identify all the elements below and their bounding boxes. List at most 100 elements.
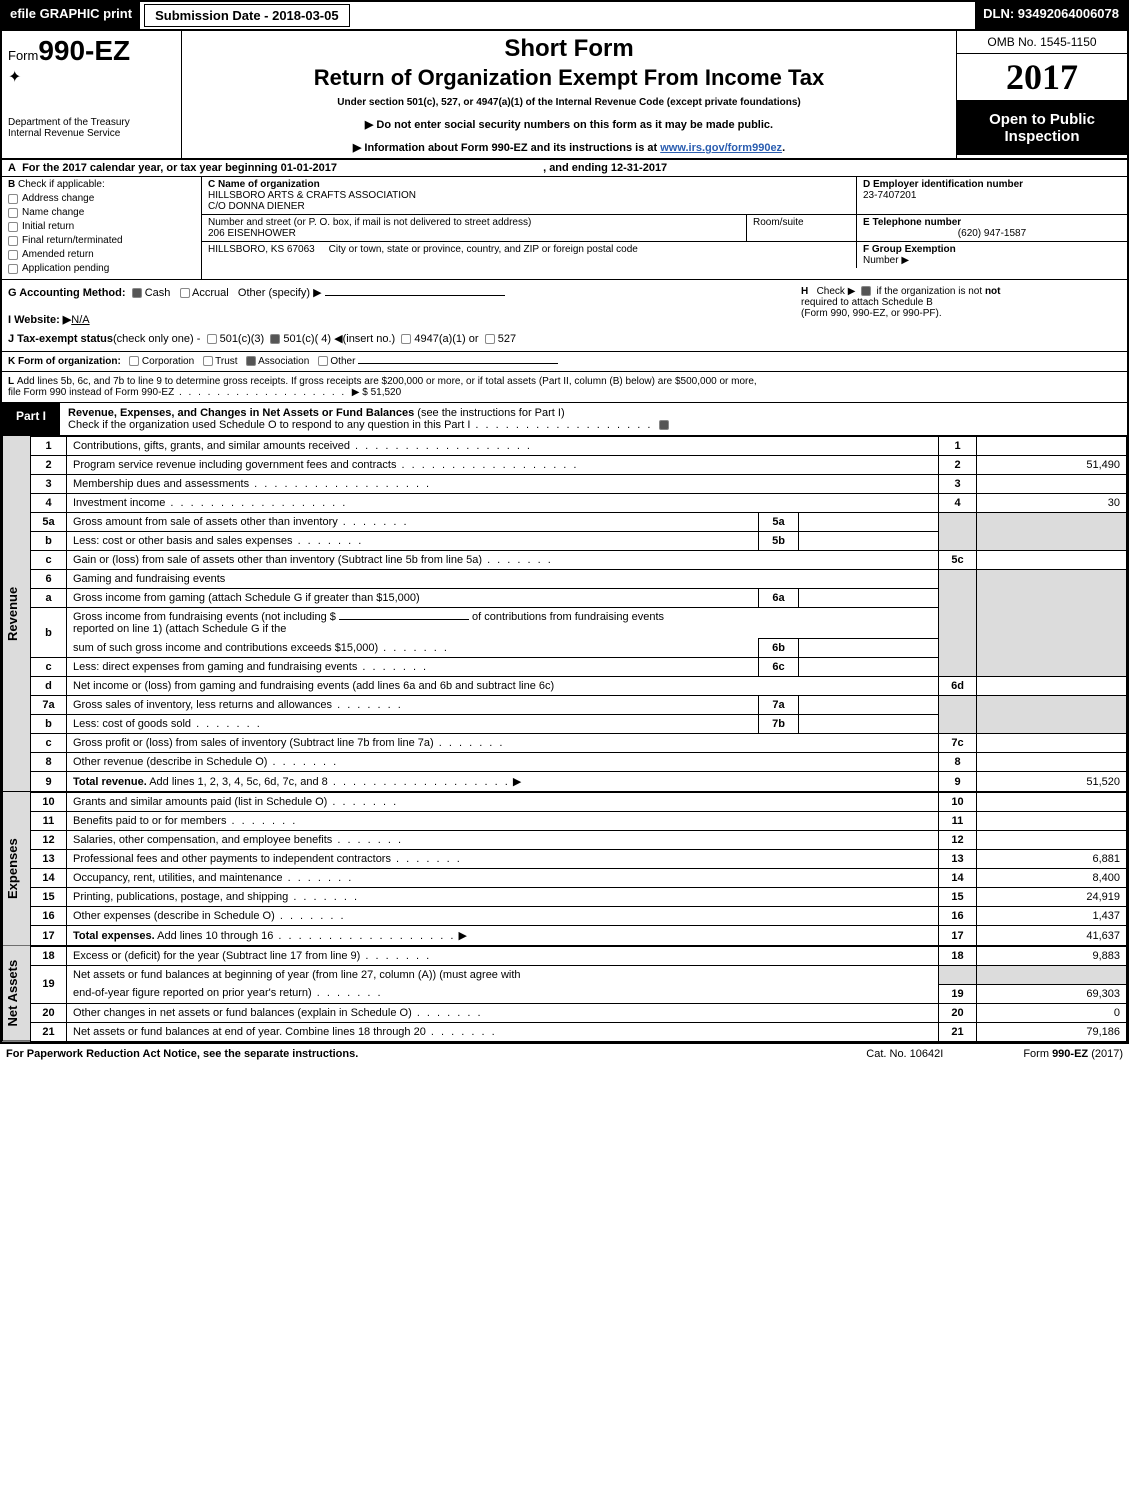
form-title-block: Short Form Return of Organization Exempt… bbox=[182, 31, 957, 158]
top-bar: efile GRAPHIC print Submission Date - 20… bbox=[2, 2, 1127, 31]
section-e: E Telephone number (620) 947-1587 bbox=[857, 215, 1127, 241]
radio-cash-icon[interactable] bbox=[132, 288, 142, 298]
table-row: 3Membership dues and assessments3 bbox=[31, 475, 1127, 494]
table-row: dNet income or (loss) from gaming and fu… bbox=[31, 677, 1127, 696]
chk-schedule-o-icon[interactable] bbox=[659, 420, 669, 430]
irs-link[interactable]: www.irs.gov/form990ez bbox=[660, 142, 782, 154]
part-1-tag: Part I bbox=[2, 403, 60, 435]
form-container: efile GRAPHIC print Submission Date - 20… bbox=[0, 0, 1129, 1044]
part-1-header: Part I Revenue, Expenses, and Changes in… bbox=[2, 403, 1127, 436]
chk-527-icon[interactable] bbox=[485, 334, 495, 344]
line-k: K Form of organization: Corporation Trus… bbox=[2, 352, 1127, 372]
table-row: 5aGross amount from sale of assets other… bbox=[31, 513, 1127, 532]
checkbox-icon bbox=[8, 222, 18, 232]
part-1-title: Revenue, Expenses, and Changes in Net As… bbox=[60, 403, 1127, 435]
expenses-label: Expenses bbox=[2, 792, 30, 946]
tax-year: 2017 bbox=[957, 54, 1127, 101]
line-g: G Accounting Method: Cash Accrual Other … bbox=[8, 286, 801, 299]
checkbox-icon bbox=[8, 236, 18, 246]
table-row: 10Grants and similar amounts paid (list … bbox=[31, 793, 1127, 812]
chk-assoc-icon[interactable] bbox=[246, 356, 256, 366]
org-co: C/O DONNA DIENER bbox=[208, 201, 305, 212]
table-row: 19Net assets or fund balances at beginni… bbox=[31, 966, 1127, 985]
table-row: 17Total expenses. Add lines 10 through 1… bbox=[31, 926, 1127, 946]
org-street: 206 EISENHOWER bbox=[208, 228, 296, 239]
chk-address-change[interactable]: Address change bbox=[8, 193, 195, 204]
chk-501c-icon[interactable] bbox=[270, 334, 280, 344]
org-city: HILLSBORO, KS 67063 bbox=[208, 244, 315, 255]
table-row: 12Salaries, other compensation, and empl… bbox=[31, 831, 1127, 850]
table-row: 4Investment income430 bbox=[31, 494, 1127, 513]
submission-date: Submission Date - 2018-03-05 bbox=[144, 4, 350, 27]
phone: (620) 947-1587 bbox=[863, 228, 1121, 239]
table-row: 6Gaming and fundraising events bbox=[31, 570, 1127, 589]
header-info-block: B Check if applicable: Address change Na… bbox=[2, 177, 1127, 280]
radio-accrual-icon[interactable] bbox=[180, 288, 190, 298]
net-assets-table: 18Excess or (deficit) for the year (Subt… bbox=[30, 946, 1127, 1042]
form-prefix: Form bbox=[8, 48, 38, 63]
line-h: H Check ▶ if the organization is not not… bbox=[801, 286, 1121, 345]
chk-501c3-icon[interactable] bbox=[207, 334, 217, 344]
omb-number: OMB No. 1545-1150 bbox=[957, 31, 1127, 54]
table-row: 14Occupancy, rent, utilities, and mainte… bbox=[31, 869, 1127, 888]
line-l: L Add lines 5b, 6c, and 7b to line 9 to … bbox=[2, 372, 1127, 403]
form-subtitle: Under section 501(c), 527, or 4947(a)(1)… bbox=[188, 97, 950, 108]
net-assets-label: Net Assets bbox=[2, 946, 30, 1042]
dln-label: DLN: 93492064006078 bbox=[975, 2, 1127, 29]
org-name: HILLSBORO ARTS & CRAFTS ASSOCIATION bbox=[208, 190, 416, 201]
table-row: 20Other changes in net assets or fund ba… bbox=[31, 1003, 1127, 1022]
seal-icon: ✦ bbox=[8, 67, 175, 87]
checkbox-icon bbox=[8, 264, 18, 274]
open-to-public: Open to Public Inspection bbox=[957, 101, 1127, 155]
table-row: cGain or (loss) from sale of assets othe… bbox=[31, 551, 1127, 570]
revenue-label: Revenue bbox=[2, 436, 30, 792]
header-right: OMB No. 1545-1150 2017 Open to Public In… bbox=[957, 31, 1127, 158]
efile-print-button[interactable]: efile GRAPHIC print bbox=[2, 2, 140, 29]
chk-amended-return[interactable]: Amended return bbox=[8, 249, 195, 260]
table-row: 1Contributions, gifts, grants, and simil… bbox=[31, 437, 1127, 456]
chk-4947-icon[interactable] bbox=[401, 334, 411, 344]
section-c: C Name of organization HILLSBORO ARTS & … bbox=[202, 177, 1127, 279]
form-id-block: Form990-EZ ✦ Department of the Treasury … bbox=[2, 31, 182, 158]
table-row: 7aGross sales of inventory, less returns… bbox=[31, 696, 1127, 715]
checkbox-icon bbox=[8, 250, 18, 260]
form-title: Return of Organization Exempt From Incom… bbox=[188, 65, 950, 91]
line-a: A For the 2017 calendar year, or tax yea… bbox=[2, 160, 1127, 177]
line-j: J Tax-exempt status(check only one) - 50… bbox=[8, 332, 801, 345]
form-ref: Form 990-EZ (2017) bbox=[1023, 1048, 1123, 1060]
table-row: end-of-year figure reported on prior yea… bbox=[31, 984, 1127, 1003]
catalog-number: Cat. No. 10642I bbox=[866, 1048, 943, 1060]
chk-schedule-b-icon[interactable] bbox=[861, 286, 871, 296]
expenses-table: 10Grants and similar amounts paid (list … bbox=[30, 792, 1127, 946]
net-assets-section: Net Assets 18Excess or (deficit) for the… bbox=[2, 946, 1127, 1042]
ein: 23-7407201 bbox=[863, 190, 916, 201]
table-row: 13Professional fees and other payments t… bbox=[31, 850, 1127, 869]
chk-name-change[interactable]: Name change bbox=[8, 207, 195, 218]
table-row: 8Other revenue (describe in Schedule O)8 bbox=[31, 753, 1127, 772]
paperwork-notice: For Paperwork Reduction Act Notice, see … bbox=[6, 1048, 358, 1060]
dept-treasury: Department of the Treasury bbox=[8, 117, 175, 128]
chk-corp-icon[interactable] bbox=[129, 356, 139, 366]
checkbox-icon bbox=[8, 208, 18, 218]
chk-application-pending[interactable]: Application pending bbox=[8, 263, 195, 274]
table-row: 2Program service revenue including gover… bbox=[31, 456, 1127, 475]
table-row: 21Net assets or fund balances at end of … bbox=[31, 1022, 1127, 1041]
section-f: F Group Exemption Number ▶ bbox=[857, 242, 1127, 268]
table-row: 18Excess or (deficit) for the year (Subt… bbox=[31, 947, 1127, 966]
section-ghij: G Accounting Method: Cash Accrual Other … bbox=[2, 280, 1127, 352]
line-i: I Website: ▶N/A bbox=[8, 313, 801, 326]
table-row: cGross profit or (loss) from sales of in… bbox=[31, 734, 1127, 753]
page-footer: For Paperwork Reduction Act Notice, see … bbox=[0, 1044, 1129, 1064]
ssn-warning: ▶ Do not enter social security numbers o… bbox=[188, 118, 950, 131]
info-link-line: ▶ Information about Form 990-EZ and its … bbox=[188, 141, 950, 154]
chk-trust-icon[interactable] bbox=[203, 356, 213, 366]
chk-initial-return[interactable]: Initial return bbox=[8, 221, 195, 232]
section-d: D Employer identification number 23-7407… bbox=[857, 177, 1127, 214]
revenue-section: Revenue 1Contributions, gifts, grants, a… bbox=[2, 436, 1127, 792]
form-header: Form990-EZ ✦ Department of the Treasury … bbox=[2, 31, 1127, 160]
chk-final-return[interactable]: Final return/terminated bbox=[8, 235, 195, 246]
chk-other-icon[interactable] bbox=[318, 356, 328, 366]
form-number: Form990-EZ bbox=[8, 35, 175, 67]
expenses-section: Expenses 10Grants and similar amounts pa… bbox=[2, 792, 1127, 946]
table-row: 11Benefits paid to or for members11 bbox=[31, 812, 1127, 831]
